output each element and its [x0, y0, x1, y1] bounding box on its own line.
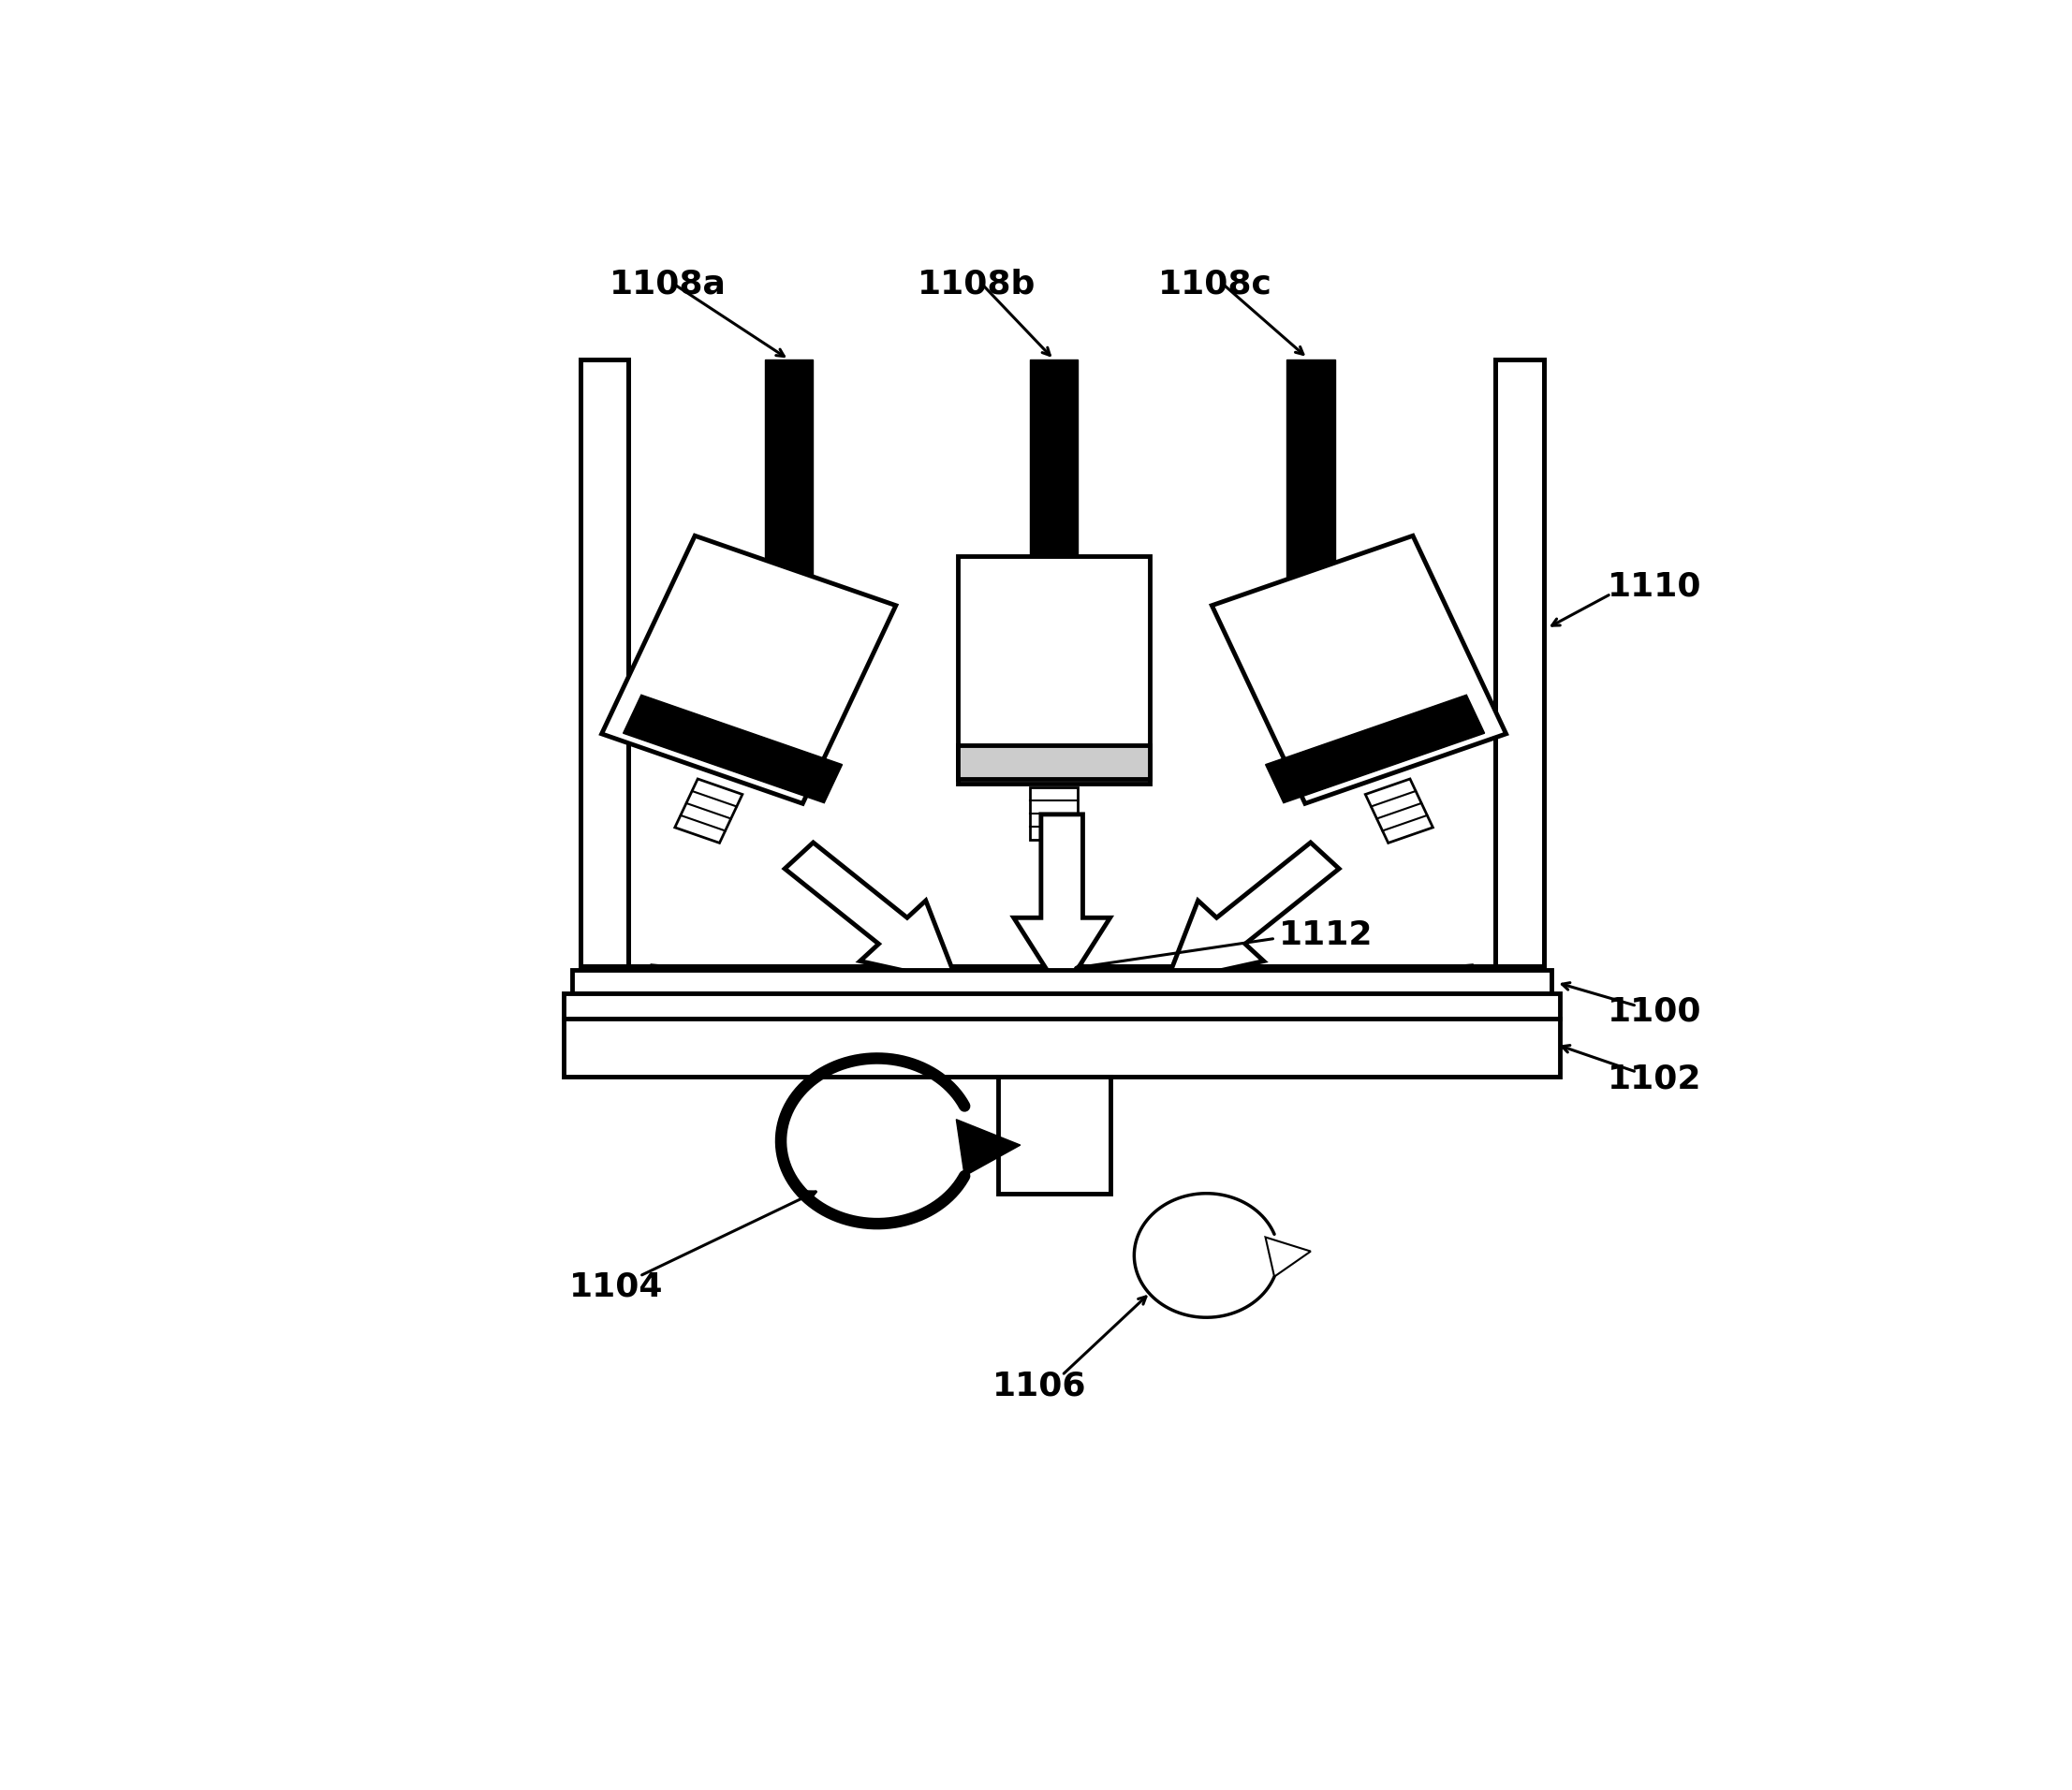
Polygon shape — [601, 535, 895, 804]
Polygon shape — [1496, 360, 1544, 967]
Text: 1104: 1104 — [570, 1271, 663, 1303]
Text: 1102: 1102 — [1608, 1063, 1701, 1095]
Text: 1108b: 1108b — [918, 268, 1036, 299]
Polygon shape — [957, 1119, 1019, 1176]
Polygon shape — [624, 695, 841, 804]
Text: 1106: 1106 — [992, 1371, 1088, 1402]
Polygon shape — [1212, 535, 1506, 804]
Polygon shape — [1167, 843, 1339, 983]
Polygon shape — [675, 779, 742, 843]
Polygon shape — [785, 843, 957, 983]
Text: 1108a: 1108a — [609, 268, 725, 299]
Polygon shape — [1030, 360, 1077, 601]
Polygon shape — [1287, 360, 1334, 601]
Polygon shape — [1030, 788, 1077, 840]
Polygon shape — [564, 993, 1560, 1019]
Polygon shape — [572, 970, 1552, 993]
Polygon shape — [1266, 695, 1484, 804]
Text: 1112: 1112 — [1278, 920, 1374, 952]
Polygon shape — [580, 967, 1544, 1008]
Text: 1100: 1100 — [1608, 995, 1701, 1027]
Polygon shape — [580, 360, 628, 967]
Polygon shape — [957, 745, 1150, 779]
Polygon shape — [765, 360, 812, 601]
Polygon shape — [1266, 1237, 1312, 1276]
Polygon shape — [997, 1076, 1111, 1194]
Polygon shape — [1365, 779, 1434, 843]
Text: 1110: 1110 — [1608, 571, 1701, 603]
Polygon shape — [957, 557, 1150, 784]
Polygon shape — [564, 1019, 1560, 1076]
Text: 1108c: 1108c — [1158, 268, 1272, 299]
Polygon shape — [1013, 814, 1111, 993]
